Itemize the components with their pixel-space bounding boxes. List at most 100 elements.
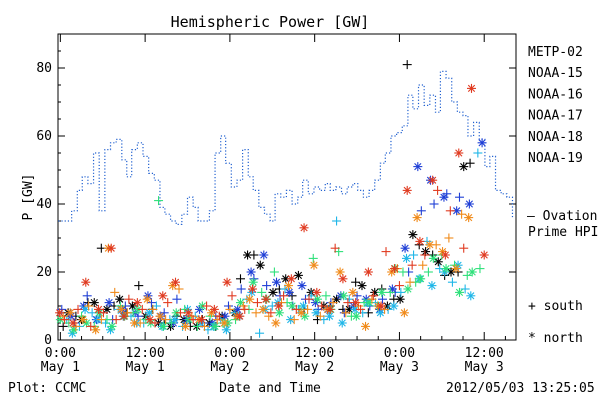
marker-stroke — [297, 309, 305, 317]
noaa-18-star-marker — [219, 318, 229, 328]
y-tick-label: 60 — [36, 129, 52, 144]
noaa-19-plus-marker — [124, 294, 134, 304]
marker-stroke — [468, 268, 476, 276]
noaa-19-star-marker — [222, 277, 232, 287]
noaa-19-plus-marker — [291, 304, 301, 314]
marker-stroke — [400, 309, 409, 317]
noaa-19-plus-marker — [163, 298, 173, 308]
noaa-17-star-marker — [274, 308, 284, 318]
marker-stroke — [364, 268, 372, 276]
noaa-18-plus-marker — [135, 318, 145, 328]
metp-02-star-marker — [408, 230, 418, 240]
y-tick-label: 20 — [36, 265, 52, 280]
marker-stroke — [376, 309, 384, 317]
noaa-18-star-marker — [309, 260, 319, 270]
metp-02-star-marker — [243, 250, 253, 260]
noaa-19-star-marker — [145, 315, 155, 325]
noaa-19-plus-marker — [227, 291, 237, 301]
marker-stroke — [108, 322, 116, 331]
noaa-15-star-marker — [477, 138, 487, 148]
noaa-18-star-marker — [399, 308, 409, 318]
marker-stroke — [313, 288, 321, 297]
noaa-18-plus-marker — [457, 209, 467, 219]
noaa-15-plus-marker — [82, 291, 92, 301]
noaa-19-plus-marker — [252, 298, 262, 308]
metp-02-star-marker — [89, 298, 99, 308]
marker-stroke — [269, 288, 277, 297]
noaa-17-star-marker — [351, 311, 361, 321]
marker-stroke — [301, 312, 309, 320]
marker-stroke — [377, 302, 385, 310]
noaa-17-star-marker — [454, 287, 464, 297]
marker-stroke — [211, 322, 219, 331]
marker-stroke — [220, 319, 228, 327]
marker-stroke — [246, 295, 254, 303]
noaa-19-star-marker — [274, 301, 284, 311]
noaa-19-star-marker — [389, 264, 399, 274]
noaa-16-star-marker — [466, 291, 476, 301]
noaa-18-star-marker — [78, 315, 88, 325]
marker-stroke — [156, 312, 164, 320]
noaa-19-plus-marker — [356, 304, 366, 314]
noaa-19-plus-marker — [304, 294, 314, 304]
noaa-19-plus-marker — [240, 304, 250, 314]
x-tick-date-label: May 3 — [465, 360, 504, 375]
marker-stroke — [383, 302, 392, 310]
noaa-19-star-marker — [209, 304, 219, 314]
marker-stroke — [332, 295, 341, 303]
noaa-19-plus-marker — [459, 243, 469, 253]
noaa-19-plus-marker — [202, 301, 212, 311]
noaa-15-star-marker — [464, 199, 474, 209]
noaa-17-plus-marker — [398, 267, 408, 277]
noaa-15-star-marker — [246, 267, 256, 277]
noaa-19-star-marker — [171, 277, 181, 287]
noaa-15-star-marker — [259, 250, 269, 260]
noaa-19-plus-marker — [445, 206, 455, 216]
noaa-19-star-marker — [93, 304, 103, 314]
marker-stroke — [300, 224, 308, 232]
noaa-19-star-marker — [183, 308, 193, 318]
noaa-19-star-marker — [479, 250, 489, 260]
marker-stroke — [107, 244, 115, 252]
metp-02-plus-marker — [465, 158, 475, 168]
marker-stroke — [275, 302, 283, 310]
marker-stroke — [259, 305, 267, 314]
noaa-16-star-marker — [337, 318, 347, 328]
noaa-18-star-marker — [180, 321, 190, 331]
marker-stroke — [56, 309, 64, 317]
x-tick-date-label: May 2 — [210, 360, 249, 375]
legend-metp-02: METP-02 — [528, 45, 583, 60]
noaa-15-star-marker — [284, 287, 294, 297]
noaa-15-plus-marker — [442, 189, 452, 199]
marker-stroke — [338, 319, 346, 327]
chart-title: Hemispheric Power [GW] — [171, 13, 370, 31]
noaa-19-plus-marker — [368, 291, 378, 301]
metp-02-star-marker — [281, 274, 291, 284]
marker-stroke — [79, 315, 87, 324]
noaa-18-plus-marker — [303, 304, 313, 314]
noaa-18-star-marker — [464, 213, 474, 223]
legend-noaa-19: NOAA-19 — [528, 151, 583, 166]
marker-stroke — [81, 305, 89, 314]
marker-stroke — [272, 319, 280, 327]
marker-stroke — [403, 186, 411, 195]
marker-stroke — [352, 298, 360, 307]
marker-stroke — [243, 251, 252, 259]
marker-stroke — [390, 302, 398, 310]
marker-stroke — [116, 295, 124, 303]
noaa-18-plus-marker — [315, 311, 325, 321]
marker-stroke — [352, 312, 360, 320]
marker-stroke — [414, 162, 422, 171]
marker-stroke — [455, 288, 464, 297]
metp-02-star-marker — [446, 267, 456, 277]
marker-stroke — [287, 275, 295, 283]
marker-stroke — [361, 322, 370, 331]
marker-stroke — [421, 247, 430, 256]
marker-stroke — [326, 305, 334, 314]
noaa-19-star-marker — [132, 298, 142, 308]
noaa-19-star-marker — [338, 274, 348, 284]
legend-ovation-line2: Prime HPI — [528, 225, 598, 240]
marker-stroke — [223, 278, 231, 286]
marker-stroke — [234, 305, 242, 314]
noaa-19-plus-marker — [279, 291, 289, 301]
